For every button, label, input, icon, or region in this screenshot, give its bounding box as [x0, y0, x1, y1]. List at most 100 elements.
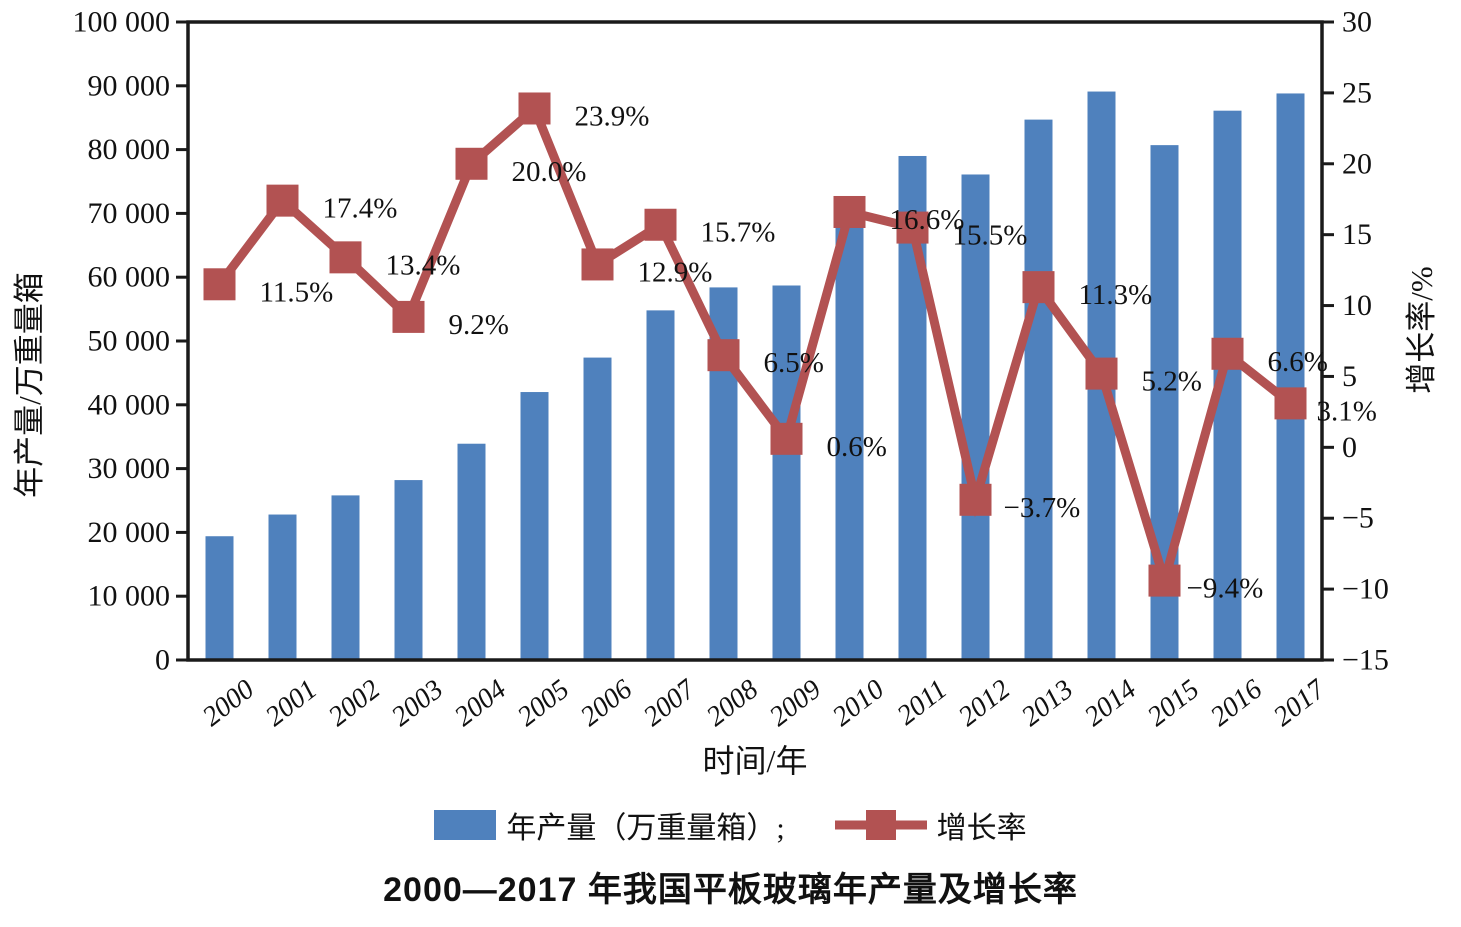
growth-marker-2004 — [455, 147, 488, 180]
x-tick-label: 2009 — [764, 674, 827, 733]
bar-2009 — [772, 285, 801, 660]
left-axis-tick-label: 30 000 — [88, 452, 171, 485]
growth-point-label: −9.4% — [1187, 573, 1264, 605]
legend-line-label: 增长率 — [936, 812, 1027, 845]
x-tick-label: 2017 — [1268, 673, 1332, 733]
right-axis-tick-label: 5 — [1342, 360, 1357, 393]
growth-marker-2001 — [266, 184, 299, 217]
growth-marker-2006 — [581, 248, 614, 281]
growth-point-label: 6.6% — [1268, 346, 1328, 378]
growth-point-label: 0.6% — [827, 431, 887, 463]
bar-2013 — [1024, 119, 1053, 660]
chart-caption: 2000—2017 年我国平板玻璃年产量及增长率 — [383, 871, 1078, 909]
right-axis-tick-label: −5 — [1342, 502, 1374, 535]
production-growth-chart: 0 10 000 20 000 30 000 40 000 50 000 60 000 70 … — [12, 6, 1439, 780]
x-tick-label: 2000 — [197, 674, 260, 733]
x-tick-label: 2012 — [953, 674, 1016, 733]
left-axis-tick-label: 80 000 — [88, 133, 171, 166]
growth-point-label: 15.7% — [701, 217, 776, 249]
left-axis-tick-label: 60 000 — [88, 261, 171, 294]
growth-point-label: 9.2% — [449, 309, 509, 341]
x-tick-label: 2004 — [449, 674, 512, 733]
right-axis-tick-label: 20 — [1342, 147, 1372, 180]
growth-marker-2012 — [959, 483, 992, 516]
growth-marker-2000 — [203, 268, 236, 301]
legend: 年产量（万重量箱）; 增长率 — [0, 803, 1461, 847]
growth-point-label: 6.5% — [764, 347, 824, 379]
growth-point-label: 12.9% — [638, 256, 713, 288]
x-tick-label: 2011 — [891, 674, 953, 732]
growth-point-label: 11.3% — [1079, 279, 1153, 311]
left-axis-title: 年产量/万重量箱 — [12, 272, 47, 498]
x-tick-label: 2002 — [323, 674, 386, 733]
legend-item-growth: 增长率 — [834, 803, 1027, 847]
bar-2002 — [331, 495, 360, 660]
bar-2012 — [961, 174, 990, 660]
growth-marker-2009 — [770, 422, 803, 455]
legend-item-production: 年产量（万重量箱）; — [434, 803, 785, 847]
bar-2000 — [205, 536, 234, 660]
x-axis-title: 时间/年 — [703, 743, 808, 779]
growth-point-label: 11.5% — [260, 276, 334, 308]
growth-marker-2014 — [1085, 357, 1118, 390]
x-tick-label: 2015 — [1142, 674, 1205, 733]
left-axis-tick-label: 50 000 — [88, 325, 171, 358]
left-axis-tick-label: 90 000 — [88, 69, 171, 102]
bar-2003 — [394, 480, 423, 660]
legend-bar-label: 年产量（万重量箱）; — [506, 812, 785, 845]
growth-marker-2007 — [644, 208, 677, 241]
left-axis-tick-label: 100 000 — [73, 6, 171, 39]
bar-2017 — [1276, 93, 1305, 661]
growth-marker-2002 — [329, 241, 362, 274]
bar-2005 — [520, 392, 549, 660]
growth-point-label: 5.2% — [1142, 366, 1202, 398]
x-tick-label: 2016 — [1205, 674, 1268, 733]
growth-marker-2005 — [518, 92, 551, 125]
growth-point-label: 13.4% — [386, 249, 461, 281]
x-tick-label: 2013 — [1016, 674, 1079, 733]
growth-marker-2010 — [833, 195, 866, 228]
growth-marker-2017 — [1274, 387, 1307, 420]
growth-point-label: 3.1% — [1317, 395, 1377, 427]
x-tick-label: 2007 — [638, 673, 702, 733]
x-tick-label: 2010 — [827, 674, 890, 733]
bar-2001 — [268, 514, 297, 660]
x-tick-label: 2008 — [701, 674, 764, 733]
growth-marker-2011 — [896, 211, 929, 244]
x-tick-label: 2005 — [512, 674, 575, 733]
x-tick-label: 2001 — [260, 674, 323, 733]
growth-point-label: 16.6% — [890, 204, 965, 236]
legend-line-swatch — [834, 810, 927, 840]
right-axis-tick-label: −10 — [1342, 573, 1389, 606]
x-tick-label: 2003 — [386, 674, 449, 733]
x-tick-label: 2006 — [575, 674, 638, 733]
bar-2007 — [646, 310, 675, 660]
right-axis-tick-label: −15 — [1342, 644, 1389, 677]
growth-point-label: 20.0% — [512, 156, 587, 188]
left-axis-tick-label: 40 000 — [88, 388, 171, 421]
growth-marker-2008 — [707, 339, 740, 372]
bar-2010 — [835, 223, 864, 660]
left-axis-tick-label: 0 — [155, 644, 170, 677]
left-axis-tick-label: 10 000 — [88, 580, 171, 613]
growth-line — [215, 100, 1294, 597]
growth-marker-2016 — [1211, 337, 1244, 370]
right-axis-tick-label: 30 — [1342, 6, 1372, 39]
growth-point-label: 15.5% — [953, 220, 1028, 252]
bar-2004 — [457, 443, 486, 660]
bar-2006 — [583, 357, 612, 660]
growth-marker-2013 — [1022, 271, 1055, 304]
right-axis-tick-label: 15 — [1342, 218, 1372, 251]
growth-marker-2003 — [392, 300, 425, 333]
x-tick-label: 2014 — [1079, 674, 1142, 733]
right-axis-tick-label: 0 — [1342, 431, 1357, 464]
legend-bar-swatch — [434, 810, 497, 840]
growth-point-label: 23.9% — [575, 100, 650, 132]
growth-marker-2015 — [1148, 564, 1181, 597]
growth-point-label: 17.4% — [323, 193, 398, 225]
growth-point-label: −3.7% — [1004, 492, 1081, 524]
right-axis-tick-label: 25 — [1342, 76, 1372, 109]
right-axis-title: 增长率/% — [1404, 266, 1439, 393]
left-axis-tick-label: 70 000 — [88, 197, 171, 230]
